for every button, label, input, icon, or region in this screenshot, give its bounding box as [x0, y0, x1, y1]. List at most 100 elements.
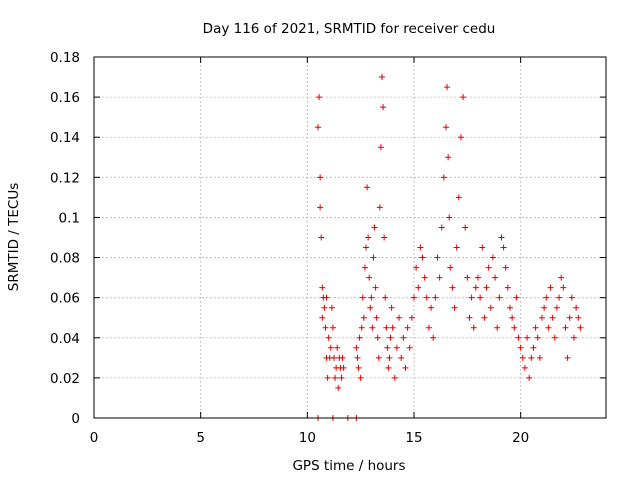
y-tick-label: 0.14 — [50, 130, 80, 146]
data-point — [575, 314, 582, 321]
data-point — [380, 104, 387, 111]
data-point — [371, 224, 378, 231]
data-point — [411, 294, 417, 301]
data-point — [417, 244, 424, 251]
data-point — [319, 314, 326, 321]
data-point — [328, 304, 335, 311]
data-point — [369, 324, 376, 331]
data-point — [436, 274, 443, 281]
data-point — [423, 294, 430, 301]
data-point — [386, 354, 393, 361]
data-point — [571, 334, 577, 341]
data-point — [338, 374, 345, 381]
data-point — [551, 334, 558, 341]
data-point — [468, 294, 475, 301]
data-point — [432, 294, 439, 301]
data-point — [483, 284, 490, 291]
data-point — [335, 384, 342, 391]
data-point — [354, 354, 361, 361]
data-point — [530, 344, 537, 351]
data-point — [449, 284, 456, 291]
data-point — [549, 314, 556, 321]
data-point — [400, 334, 407, 341]
data-point — [446, 214, 453, 221]
data-point — [536, 354, 543, 361]
data-point — [556, 294, 563, 301]
data-point — [481, 314, 488, 321]
data-point — [391, 374, 398, 381]
data-point — [384, 344, 391, 351]
data-point — [444, 84, 451, 91]
chart-title: Day 116 of 2021, SRMTID for receiver ced… — [203, 21, 496, 37]
data-point — [462, 224, 469, 231]
data-point — [513, 294, 520, 301]
plot-frame — [93, 56, 607, 419]
data-point — [534, 334, 541, 341]
data-point — [321, 304, 328, 311]
data-point — [425, 324, 432, 331]
data-point — [573, 304, 580, 311]
data-point — [408, 314, 415, 321]
data-point — [558, 274, 565, 281]
data-point — [363, 244, 369, 251]
data-point — [327, 344, 334, 351]
data-point — [332, 374, 339, 381]
data-point — [443, 124, 449, 131]
data-point — [532, 324, 539, 331]
y-tick-label: 0.06 — [50, 291, 80, 307]
data-point — [430, 334, 437, 341]
y-tick-label: 0 — [71, 411, 80, 427]
data-point — [485, 264, 492, 271]
y-tick-label: 0.04 — [50, 331, 80, 347]
data-point — [339, 354, 346, 361]
data-point — [382, 294, 389, 301]
data-point — [451, 304, 458, 311]
data-point — [366, 274, 373, 281]
data-point — [319, 284, 326, 291]
data-point — [368, 294, 375, 301]
data-point — [496, 294, 503, 301]
data-point — [334, 344, 341, 351]
data-point — [479, 244, 486, 251]
data-point — [498, 234, 505, 241]
data-points — [315, 74, 584, 421]
data-point — [360, 314, 367, 321]
data-point — [541, 304, 548, 311]
y-tick-label: 0.08 — [50, 251, 80, 267]
y-tick-label: 0.18 — [50, 50, 80, 66]
data-point — [564, 354, 571, 361]
data-point — [543, 294, 550, 301]
data-point — [492, 274, 499, 281]
data-point — [323, 294, 330, 301]
data-point — [377, 144, 384, 151]
data-point — [419, 254, 426, 261]
data-point — [466, 314, 473, 321]
y-tick-label: 0.12 — [50, 170, 80, 186]
y-tick-label: 0.16 — [50, 90, 80, 106]
data-point — [367, 304, 374, 311]
data-point — [472, 284, 479, 291]
data-point — [504, 284, 511, 291]
data-point — [357, 374, 364, 381]
data-point — [475, 274, 481, 281]
data-point — [447, 264, 454, 271]
data-point — [562, 324, 569, 331]
data-point — [434, 254, 441, 261]
data-point — [340, 364, 347, 371]
data-point — [515, 334, 522, 341]
data-point — [566, 314, 573, 321]
data-point — [318, 234, 325, 241]
data-point — [389, 324, 396, 331]
data-point — [376, 204, 383, 211]
data-point — [539, 314, 545, 321]
data-point — [500, 244, 507, 251]
data-point — [457, 134, 464, 141]
data-point — [440, 174, 447, 181]
data-point — [487, 304, 494, 311]
data-point — [526, 374, 533, 381]
y-tick-label: 0.02 — [50, 371, 80, 387]
data-point — [464, 274, 471, 281]
data-point — [388, 304, 395, 311]
data-point — [519, 354, 526, 361]
